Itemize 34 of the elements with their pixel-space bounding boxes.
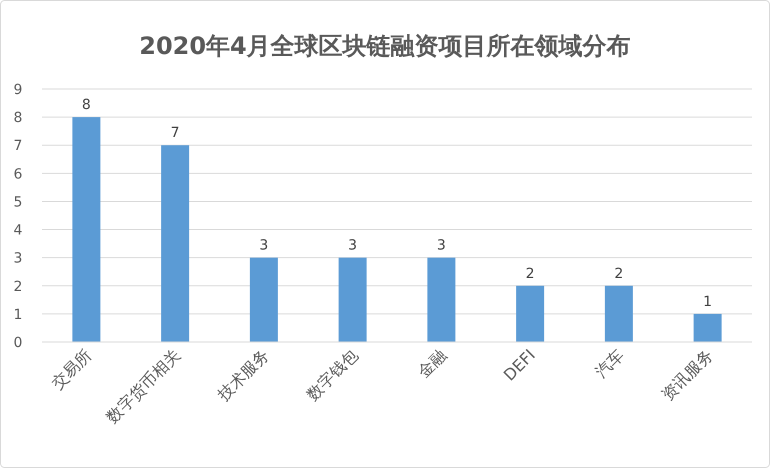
data-label: 1 (703, 294, 712, 310)
x-tick-label: 数字钱包 (302, 345, 362, 404)
y-tick-label: 5 (14, 194, 22, 210)
data-label: 3 (259, 238, 268, 254)
bar (427, 258, 456, 342)
y-tick-label: 2 (14, 278, 22, 295)
y-tick-label: 6 (14, 166, 23, 182)
x-tick-label: 金融 (414, 345, 450, 382)
y-tick-label: 1 (14, 306, 22, 323)
y-tick-label: 9 (14, 82, 22, 98)
data-label: 3 (436, 238, 446, 254)
x-tick-label: 数字货币相关 (102, 345, 184, 427)
y-tick-label: 8 (14, 110, 22, 126)
bar (694, 314, 722, 342)
bar (72, 117, 100, 342)
bar (250, 258, 278, 342)
x-tick-label: 技术服务 (213, 345, 273, 405)
bar (338, 258, 367, 342)
data-label: 7 (170, 125, 180, 142)
x-tick-label: 交易所 (48, 345, 96, 393)
y-tick-label: 3 (14, 250, 22, 267)
x-tick-label: 资讯服务 (658, 345, 716, 404)
y-tick-label: 4 (14, 222, 23, 239)
bar (516, 286, 544, 342)
chart-title: 2020年4月全球区块链融资项目所在领域分布 (139, 32, 631, 60)
x-tick-label: 汽车 (592, 345, 628, 382)
data-label: 2 (526, 266, 535, 282)
y-tick-label: 7 (14, 138, 22, 154)
data-label: 2 (614, 266, 624, 282)
bar (161, 145, 190, 342)
data-label: 3 (348, 238, 358, 254)
y-tick-label: 0 (14, 335, 22, 351)
bar (604, 286, 633, 342)
data-label: 8 (82, 97, 91, 114)
